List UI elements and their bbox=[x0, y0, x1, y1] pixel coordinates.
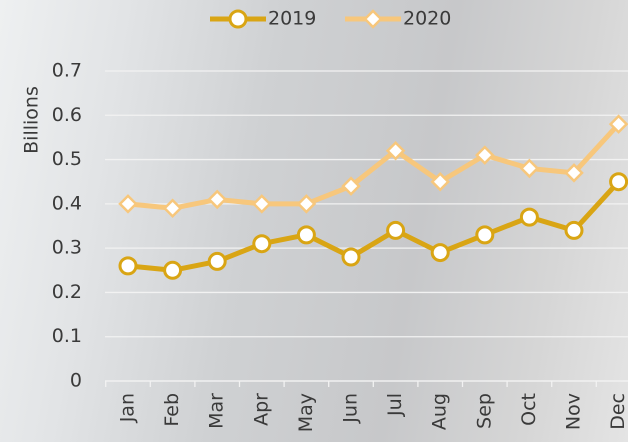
point bbox=[519, 158, 540, 179]
point bbox=[163, 260, 183, 280]
point bbox=[519, 207, 539, 227]
x-tick-label: Nov bbox=[563, 393, 585, 430]
y-tick-label: 0.6 bbox=[52, 104, 82, 126]
point bbox=[341, 176, 361, 196]
point bbox=[564, 220, 584, 240]
x-tick-label: Apr bbox=[250, 393, 272, 426]
y-tick-label: 0.5 bbox=[52, 148, 82, 170]
x-tick-label: Aug bbox=[429, 393, 451, 430]
x-tick-label: Dec bbox=[607, 393, 628, 430]
point bbox=[430, 243, 450, 263]
legend-label: 2019 bbox=[268, 8, 316, 30]
point bbox=[386, 220, 406, 240]
x-tick-label: Sep bbox=[473, 393, 495, 429]
x-tick-label: Jul bbox=[384, 393, 406, 417]
y-tick-label: 0.2 bbox=[52, 281, 82, 303]
point bbox=[296, 225, 316, 245]
y-tick-label: 0.1 bbox=[52, 325, 82, 347]
point bbox=[341, 247, 361, 267]
series-line bbox=[127, 180, 621, 273]
point bbox=[475, 145, 495, 165]
y-axis-label: Billions bbox=[21, 86, 43, 154]
point bbox=[608, 114, 628, 134]
point bbox=[118, 194, 138, 214]
y-tick-label: 0.3 bbox=[52, 237, 82, 259]
x-tick-label: Jun bbox=[340, 393, 362, 424]
x-tick-label: Feb bbox=[161, 393, 183, 427]
point bbox=[475, 225, 495, 245]
point bbox=[118, 256, 138, 276]
point bbox=[430, 171, 450, 192]
y-tick-label: 0.7 bbox=[52, 60, 82, 82]
series-line bbox=[127, 122, 621, 211]
point bbox=[207, 251, 227, 271]
x-tick-label: Jan bbox=[117, 393, 139, 423]
point bbox=[385, 140, 406, 161]
x-tick-label: Mar bbox=[206, 393, 228, 429]
x-tick-label: May bbox=[295, 393, 317, 432]
point bbox=[207, 189, 227, 210]
point bbox=[252, 194, 272, 214]
point bbox=[609, 172, 628, 192]
y-tick-label: 0.4 bbox=[52, 192, 82, 214]
point bbox=[162, 198, 183, 219]
point bbox=[564, 163, 584, 183]
x-tick-label: Oct bbox=[518, 393, 540, 426]
point bbox=[228, 9, 248, 29]
point bbox=[252, 234, 272, 254]
legend-label: 2020 bbox=[403, 8, 451, 30]
y-tick-label: 0 bbox=[70, 370, 82, 392]
point bbox=[363, 9, 383, 29]
point bbox=[296, 194, 317, 214]
